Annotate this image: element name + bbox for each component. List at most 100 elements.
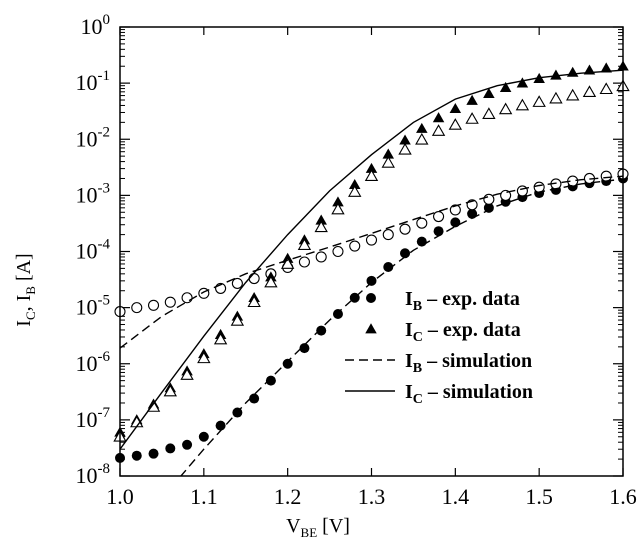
legend-swatch: [366, 293, 376, 303]
data-point: [448, 118, 463, 130]
y-tick-label: 10-4: [76, 237, 111, 264]
x-axis-label: VBE [V]: [286, 515, 350, 540]
series-layer: [113, 60, 630, 476]
data-point: [498, 102, 513, 115]
data-point: [230, 314, 245, 326]
data-point: [332, 308, 343, 319]
data-point: [433, 226, 444, 237]
data-point: [483, 193, 495, 205]
y-tick-label: 10-6: [76, 349, 111, 376]
data-point: [248, 272, 260, 285]
x-tick-label: 1.6: [609, 484, 637, 509]
data-point: [566, 66, 579, 77]
series-1: [114, 168, 629, 318]
data-point: [465, 112, 479, 124]
data-point: [364, 169, 379, 182]
data-point: [599, 82, 613, 95]
data-point: [163, 384, 177, 397]
data-point: [299, 343, 310, 354]
x-axis-label-unit: [V]: [317, 515, 350, 537]
data-point: [483, 202, 494, 213]
data-point: [600, 170, 612, 182]
data-point: [265, 375, 276, 386]
x-axis-label-main: V: [286, 515, 301, 537]
data-point: [449, 204, 461, 216]
data-point: [549, 91, 563, 104]
data-point: [198, 431, 209, 442]
y-tick-label: 100: [81, 12, 111, 39]
data-point: [499, 81, 512, 92]
y-axis-label-sep: , I: [13, 295, 35, 312]
data-point: [215, 420, 226, 431]
data-point: [432, 112, 445, 123]
series-4: [120, 175, 623, 349]
data-point: [365, 162, 378, 173]
data-point: [399, 223, 411, 235]
data-point: [449, 102, 462, 114]
data-point: [366, 275, 377, 286]
data-point: [431, 124, 446, 136]
y-tick-label: 10-8: [76, 461, 111, 488]
data-point: [582, 85, 597, 98]
data-point: [600, 62, 612, 73]
data-point: [282, 358, 293, 369]
x-tick-label: 1.0: [106, 484, 134, 509]
series-line: [120, 175, 623, 349]
data-point: [348, 178, 361, 190]
data-point: [147, 299, 160, 311]
data-point: [297, 238, 312, 250]
x-tick-label: 1.4: [442, 484, 470, 509]
legend-item: IB – exp. data: [366, 288, 520, 314]
data-point: [298, 256, 310, 268]
data-point: [131, 302, 143, 314]
data-point: [331, 202, 345, 215]
data-point: [316, 325, 327, 336]
legend-item: IC – exp. data: [365, 319, 521, 345]
y-axis-label-text: IC, IB [A]: [13, 253, 38, 326]
y-tick-label: 10-1: [76, 68, 111, 95]
data-point: [231, 277, 243, 289]
data-point: [416, 122, 428, 133]
y-axis-label-sub1: C: [23, 311, 38, 320]
y-tick-label: 10-5: [76, 293, 111, 320]
series-line: [120, 69, 623, 450]
data-point: [450, 217, 461, 228]
data-point: [314, 220, 328, 233]
series-6: [120, 69, 623, 450]
data-point: [332, 245, 344, 258]
legend: IB – exp. data IC – exp. data IB – simulat…: [345, 288, 533, 407]
legend-item: IB – simulation: [345, 350, 532, 376]
x-tick-label: 1.2: [274, 484, 302, 509]
legend-label: IB – exp. data: [405, 288, 520, 314]
data-point: [247, 295, 261, 308]
data-point: [348, 185, 362, 197]
series-3: [113, 79, 630, 442]
x-tick-label: 1.3: [358, 484, 386, 509]
y-axis-label-unit: [A]: [13, 253, 35, 286]
legend-swatch: [365, 323, 377, 334]
data-point: [416, 236, 427, 247]
data-point: [181, 292, 193, 304]
data-point: [131, 450, 142, 461]
legend-label: IC – exp. data: [405, 319, 521, 345]
data-point: [164, 296, 176, 308]
data-point: [365, 234, 378, 246]
legend-label: IC – simulation: [405, 381, 533, 407]
y-axis-label: IC, IB [A]: [13, 253, 38, 326]
y-axis-label-part1: I: [13, 320, 35, 327]
data-point: [516, 185, 528, 197]
data-point: [315, 251, 327, 263]
legend-item: IC – simulation: [345, 381, 533, 407]
data-point: [398, 142, 412, 155]
data-point: [516, 77, 529, 88]
data-point: [532, 95, 546, 107]
series-line: [180, 178, 623, 476]
series-2: [114, 60, 629, 437]
data-point: [280, 257, 295, 269]
data-point: [433, 210, 445, 223]
data-point: [466, 94, 478, 105]
y-tick-label: 10-7: [76, 405, 111, 432]
data-point: [550, 69, 562, 80]
data-point: [182, 439, 193, 450]
